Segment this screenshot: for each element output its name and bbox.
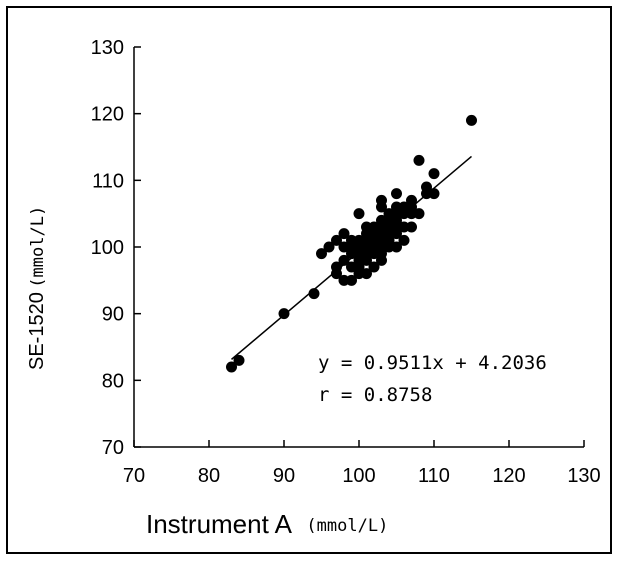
x-tick-label: 90 [273, 465, 295, 487]
data-point [308, 288, 320, 300]
x-tick-label: 120 [492, 465, 525, 487]
x-tick-label: 130 [567, 465, 600, 487]
y-axis-title: SE-1520 (mmol/L) [26, 206, 48, 370]
data-point [398, 234, 410, 246]
data-point [361, 268, 372, 280]
y-tick-label: 130 [91, 37, 124, 59]
y-tick-label: 70 [102, 437, 124, 459]
y-axis-unit: (mmol/L) [28, 206, 48, 288]
r-label: r = 0.8758 [318, 384, 432, 406]
data-point [331, 268, 342, 280]
y-tick-label: 100 [91, 237, 124, 259]
data-point [428, 188, 440, 200]
data-point [331, 234, 342, 246]
data-point [421, 181, 432, 193]
data-point [278, 308, 290, 320]
data-point [338, 228, 350, 240]
data-point [226, 361, 237, 373]
data-point [391, 241, 402, 253]
data-point [413, 208, 425, 220]
data-point [338, 254, 350, 266]
data-point [406, 221, 417, 233]
data-point [413, 154, 425, 166]
x-tick-label: 70 [123, 465, 145, 487]
x-axis-unit: (mmol/L) [306, 516, 388, 536]
data-point [391, 188, 402, 200]
x-axis-title: Instrument A (mmol/L) [146, 509, 388, 539]
data-point [323, 241, 335, 253]
data-point [368, 261, 380, 273]
x-tick-label: 110 [418, 465, 450, 487]
data-point [353, 208, 365, 220]
data-point [376, 194, 387, 206]
data-point [466, 114, 477, 126]
data-point [233, 354, 245, 366]
y-tick-label: 80 [102, 370, 124, 392]
y-tick-label: 90 [102, 304, 124, 326]
y-tick-label: 120 [91, 104, 124, 126]
y-tick-label: 110 [92, 170, 124, 192]
data-points [226, 114, 477, 373]
data-point [346, 274, 357, 286]
x-tick-label: 100 [342, 465, 375, 487]
tick-marks [133, 46, 585, 448]
data-point [316, 248, 327, 260]
data-point [406, 194, 417, 206]
x-tick-label: 80 [198, 465, 220, 487]
y-axis-label: SE-1520 [26, 292, 48, 370]
x-axis-label: Instrument A [146, 509, 293, 539]
data-point [428, 168, 440, 180]
equation-label: y = 0.9511x + 4.2036 [318, 352, 547, 374]
chart-frame [6, 6, 612, 554]
tick-labels: 70 80 90 100 110 120 130 70 80 90 100 110 120 130 [91, 37, 601, 487]
